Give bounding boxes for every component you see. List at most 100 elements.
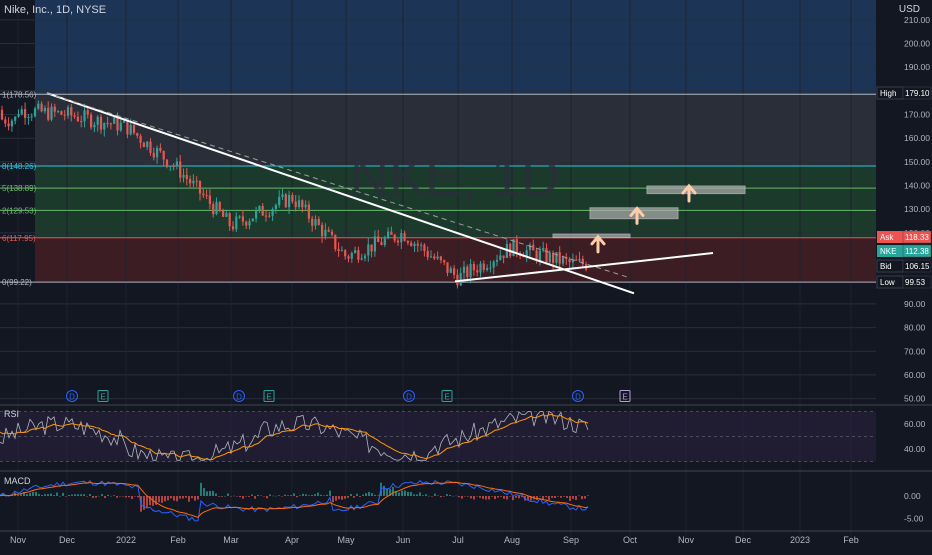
macd-histogram-bar	[155, 496, 157, 505]
macd-histogram-bar	[239, 496, 241, 498]
macd-histogram-bar	[218, 496, 220, 497]
candle	[99, 116, 103, 130]
macd-histogram-bar	[587, 495, 589, 496]
macd-histogram-bar	[224, 495, 226, 497]
candle	[403, 233, 406, 242]
trendline-dashed	[46, 92, 631, 279]
macd-histogram-bar	[158, 496, 160, 503]
candle	[165, 159, 169, 167]
candle	[486, 268, 489, 270]
candle	[466, 266, 469, 278]
macd-histogram-bar	[23, 491, 25, 496]
candle	[159, 147, 162, 151]
candle	[373, 236, 376, 252]
fib-label: 0(99.22)	[2, 278, 32, 287]
macd-histogram-bar	[122, 496, 124, 497]
price-tag-name-box	[877, 245, 903, 257]
candle	[443, 260, 446, 263]
macd-histogram-bar	[542, 496, 544, 500]
macd-histogram-bar	[269, 494, 271, 496]
candle	[172, 165, 175, 167]
macd-histogram-bar	[353, 496, 355, 498]
candle	[96, 116, 99, 125]
candle	[156, 147, 159, 158]
candle	[274, 205, 277, 209]
currency-label: USD	[898, 4, 920, 15]
candle	[132, 124, 136, 134]
macd-histogram-bar	[242, 496, 244, 499]
macd-histogram-bar	[410, 491, 412, 496]
time-axis-label: Jun	[396, 535, 411, 545]
macd-histogram-bar	[500, 496, 502, 497]
candle	[360, 258, 363, 260]
fib-label: 2(129.53)	[2, 206, 37, 215]
candle	[568, 258, 571, 263]
candle	[555, 252, 558, 263]
candle	[37, 103, 40, 109]
candle	[288, 195, 291, 208]
time-axis-label: Oct	[623, 535, 638, 545]
macd-histogram-bar	[200, 482, 202, 496]
macd-axis-label: -5.00	[904, 514, 924, 524]
macd-histogram-bar	[350, 493, 352, 496]
macd-histogram-bar	[464, 496, 466, 497]
macd-histogram-bar	[245, 496, 247, 497]
macd-histogram-bar	[326, 494, 328, 496]
candle	[512, 239, 515, 257]
macd-line	[0, 479, 589, 522]
dividend-marker-icon	[66, 390, 78, 402]
macd-histogram-bar	[17, 495, 19, 496]
event-marker-label: D	[406, 393, 412, 402]
macd-histogram-bar	[446, 494, 448, 496]
macd-histogram-bar	[209, 491, 211, 496]
time-axis-label: Aug	[504, 535, 520, 545]
macd-histogram-bar	[518, 496, 520, 499]
macd-histogram-bar	[497, 496, 499, 498]
candle	[532, 244, 535, 251]
candle	[393, 234, 396, 241]
event-marker-label: E	[266, 393, 271, 402]
candle	[515, 239, 518, 253]
candle	[413, 243, 416, 247]
candle	[93, 124, 96, 128]
price-axis	[876, 0, 932, 550]
macd-histogram-bar	[137, 496, 139, 498]
macd-histogram-bar	[365, 493, 367, 496]
macd-histogram-bar	[488, 496, 490, 500]
macd-histogram-bar	[467, 496, 469, 497]
macd-histogram-bar	[413, 494, 415, 496]
macd-histogram-bar	[491, 496, 493, 497]
candle	[548, 252, 551, 263]
candle	[479, 263, 482, 273]
macd-histogram-bar	[512, 496, 514, 501]
candle	[489, 267, 492, 269]
price-axis-label: 50.00	[904, 394, 926, 404]
candle	[525, 250, 528, 258]
candle	[126, 120, 129, 135]
macd-histogram-bar	[296, 496, 298, 498]
candle	[202, 193, 205, 196]
candle	[446, 262, 449, 273]
macd-histogram-bar	[557, 496, 559, 497]
macd-histogram-bar	[167, 496, 169, 501]
macd-histogram-bar	[377, 495, 379, 496]
macd-histogram-bar	[581, 496, 583, 500]
time-axis-label: Dec	[59, 535, 76, 545]
macd-histogram-bar	[389, 489, 391, 496]
macd-histogram-bar	[299, 495, 301, 496]
candle	[47, 107, 50, 120]
price-axis-label: 150.00	[904, 157, 930, 167]
watermark: NKE, 1D	[350, 147, 560, 207]
earnings-marker-icon	[263, 390, 275, 402]
candle	[212, 204, 215, 215]
macd-histogram-bar	[248, 496, 250, 497]
candle	[575, 259, 578, 261]
macd-histogram-bar	[251, 494, 253, 496]
macd-histogram-bar	[185, 496, 187, 498]
candle	[459, 273, 462, 286]
macd-histogram-bar	[473, 496, 475, 500]
candle	[363, 255, 367, 259]
candle	[76, 116, 79, 122]
